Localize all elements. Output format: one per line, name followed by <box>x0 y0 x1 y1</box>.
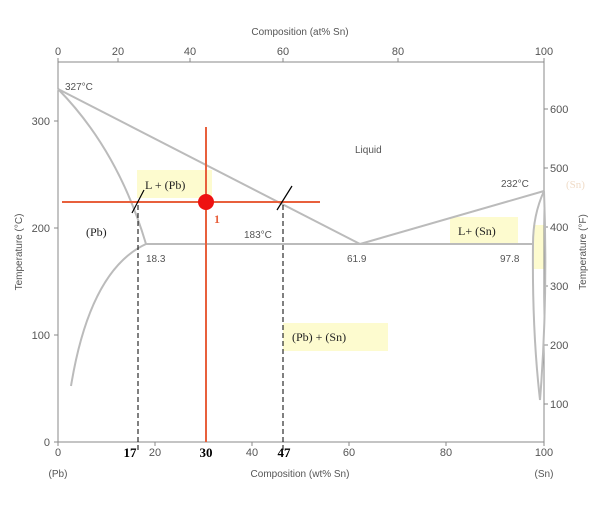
bottom-tick-80: 80 <box>440 447 452 459</box>
annotation-30: 30 <box>200 445 213 460</box>
solidus-pb <box>57 88 147 245</box>
solvus-pb <box>70 243 147 387</box>
label-melt-pb: 327°C <box>65 82 93 93</box>
end-label-pb: (Pb) <box>49 469 68 480</box>
bottom-tick-20: 20 <box>149 447 161 459</box>
top-axis-title: Composition (at% Sn) <box>251 27 348 38</box>
composition-dashes <box>137 205 284 450</box>
end-label-sn: (Sn) <box>535 469 554 480</box>
top-axis <box>57 58 545 62</box>
label-eutectic-temp: 183°C <box>244 230 272 241</box>
label-comp-18-3: 18.3 <box>146 254 166 265</box>
region-label-sn-faded: (Sn) <box>566 179 585 191</box>
region-label-l-sn: L+ (Sn) <box>458 224 496 238</box>
intersection-marks <box>131 185 293 214</box>
right-tick-100: 100 <box>550 399 568 411</box>
top-tick-40: 40 <box>184 46 196 58</box>
label-comp-97-8: 97.8 <box>500 254 520 265</box>
liquidus-right <box>359 190 545 245</box>
phase-boundaries <box>57 88 547 401</box>
top-tick-20: 20 <box>112 46 124 58</box>
right-tick-400: 400 <box>550 222 568 234</box>
label-liquid: Liquid <box>355 145 382 156</box>
left-tick-300: 300 <box>32 116 50 128</box>
left-tick-0: 0 <box>44 437 50 449</box>
top-tick-0: 0 <box>55 46 61 58</box>
solvus-sn <box>531 243 541 401</box>
label-comp-61-9: 61.9 <box>347 254 367 265</box>
plot-frame <box>57 61 545 443</box>
right-tick-200: 200 <box>550 340 568 352</box>
top-tick-80: 80 <box>392 46 404 58</box>
region-label-pb-sn: (Pb) + (Sn) <box>292 330 346 344</box>
region-highlight-sn <box>533 225 545 269</box>
sn-boundary <box>539 190 547 401</box>
annotation-17: 17 <box>124 445 138 460</box>
region-label-l-pb: L + (Pb) <box>145 178 185 192</box>
region-highlight-l-sn <box>450 217 518 243</box>
right-tick-500: 500 <box>550 163 568 175</box>
bottom-axis <box>57 442 545 446</box>
region-label-pb: (Pb) <box>86 225 107 239</box>
bottom-tick-100: 100 <box>535 447 553 459</box>
left-axis-title: Temperature (°C) <box>14 214 25 291</box>
top-tick-60: 60 <box>277 46 289 58</box>
region-highlight-pb-sn <box>283 323 388 351</box>
right-tick-300: 300 <box>550 281 568 293</box>
bottom-tick-60: 60 <box>343 447 355 459</box>
left-tick-100: 100 <box>32 330 50 342</box>
annotation-47: 47 <box>278 445 292 460</box>
solidus-sn <box>532 190 545 245</box>
right-axis-title: Temperature (°F) <box>578 214 589 290</box>
bottom-axis-title: Composition (wt% Sn) <box>251 469 350 480</box>
bottom-tick-40: 40 <box>246 447 258 459</box>
top-tick-100: 100 <box>535 46 553 58</box>
left-tick-200: 200 <box>32 223 50 235</box>
liquidus-left <box>57 88 361 245</box>
right-tick-600: 600 <box>550 104 568 116</box>
state-point-marker <box>198 194 214 210</box>
state-point-label: 1 <box>214 212 220 226</box>
left-axis <box>54 120 58 443</box>
label-melt-sn: 232°C <box>501 179 529 190</box>
bottom-tick-0: 0 <box>55 447 61 459</box>
region-highlight-l-pb <box>137 170 212 198</box>
